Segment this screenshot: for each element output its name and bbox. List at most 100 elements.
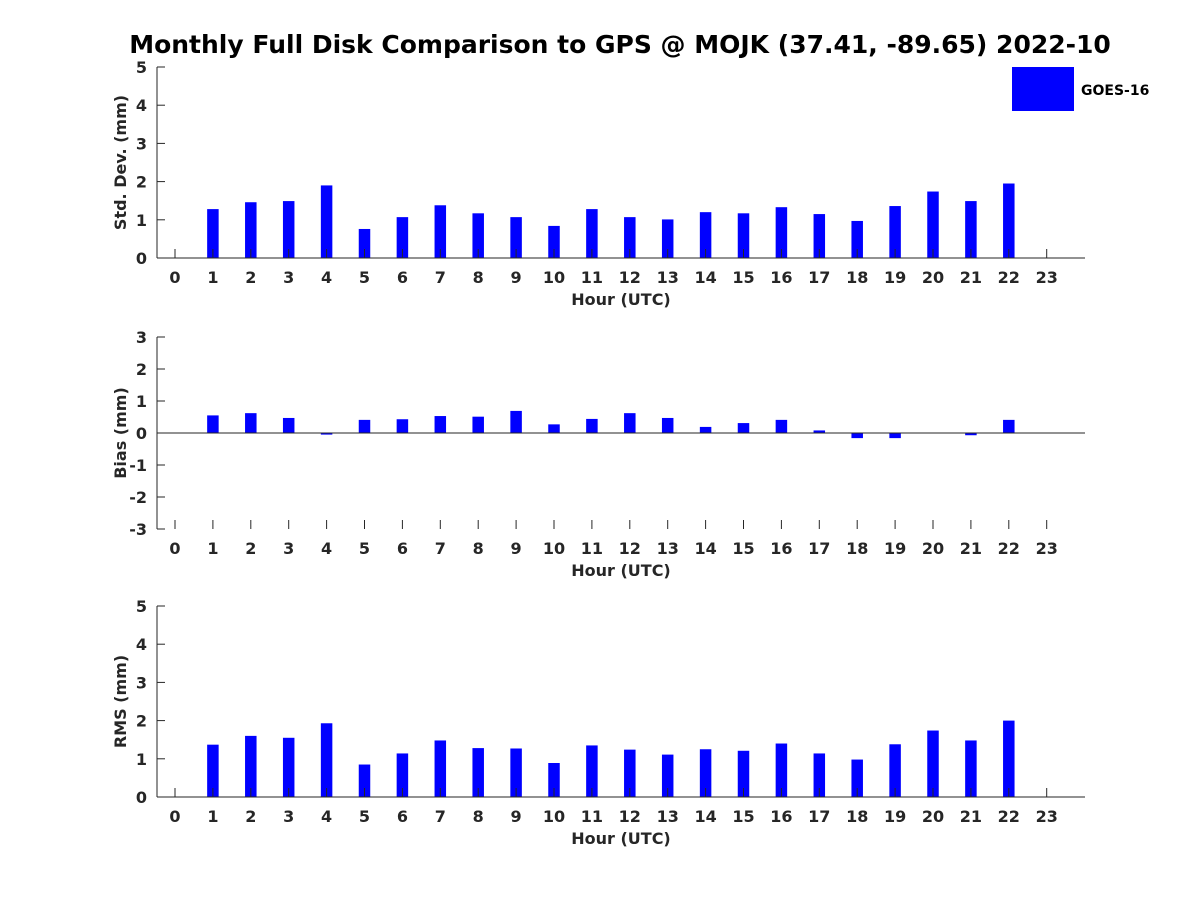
x-tick-label: 21 (960, 807, 982, 826)
bar-hour-11 (586, 418, 598, 433)
x-tick-label: 2 (245, 268, 256, 287)
x-tick-label: 18 (846, 539, 868, 558)
bar-hour-21 (965, 201, 977, 258)
x-tick-label: 20 (922, 807, 944, 826)
x-tick-label: 15 (732, 807, 754, 826)
x-tick-label: 0 (169, 268, 180, 287)
bar-hour-18 (851, 759, 863, 797)
x-tick-label: 19 (884, 539, 906, 558)
x-tick-label: 4 (321, 807, 332, 826)
bar-hour-17 (813, 214, 826, 258)
x-tick-label: 14 (694, 539, 716, 558)
bar-hour-2 (245, 735, 257, 797)
x-tick-label: 14 (694, 268, 716, 287)
y-tick-label: 5 (136, 58, 147, 77)
bar-hour-7 (434, 416, 447, 433)
x-tick-label: 5 (359, 539, 370, 558)
x-tick-label: 20 (922, 268, 944, 287)
bar-hour-20 (927, 730, 939, 797)
bar-hour-22 (1003, 720, 1015, 797)
x-tick-label: 11 (581, 807, 603, 826)
x-tick-label: 12 (619, 807, 641, 826)
bar-hour-4 (320, 433, 333, 435)
bar-hour-16 (775, 419, 788, 433)
y-tick-label: 4 (136, 96, 147, 115)
x-tick-label: 8 (473, 539, 484, 558)
y-tick-label: 1 (136, 211, 147, 230)
x-tick-label: 9 (511, 539, 522, 558)
bar-hour-10 (548, 763, 560, 797)
y-axis-label: Std. Dev. (mm) (111, 95, 130, 230)
bar-hour-19 (889, 433, 901, 439)
bar-hour-13 (661, 754, 674, 797)
y-tick-label: 2 (136, 173, 147, 192)
bar-hour-8 (472, 748, 484, 797)
bar-hour-15 (737, 423, 750, 433)
x-tick-label: 15 (732, 539, 754, 558)
bar-hour-21 (965, 740, 977, 797)
x-tick-label: 0 (169, 807, 180, 826)
bar-hour-3 (282, 201, 295, 258)
x-tick-label: 1 (207, 268, 218, 287)
x-tick-label: 7 (435, 539, 446, 558)
x-tick-label: 12 (619, 268, 641, 287)
x-tick-label: 10 (543, 807, 565, 826)
y-tick-label: -1 (129, 456, 147, 475)
bar-hour-19 (889, 206, 901, 258)
bar-hour-7 (434, 740, 447, 797)
x-tick-label: 22 (998, 539, 1020, 558)
bar-hour-22 (1003, 419, 1015, 433)
x-tick-label: 15 (732, 268, 754, 287)
x-tick-label: 3 (283, 807, 294, 826)
x-tick-label: 17 (808, 807, 830, 826)
bar-hour-9 (510, 217, 522, 258)
x-axis-label: Hour (UTC) (571, 290, 671, 309)
bar-hour-5 (358, 419, 371, 433)
y-tick-label: 3 (136, 673, 147, 692)
bar-hour-11 (586, 745, 598, 797)
bar-hour-17 (813, 430, 826, 433)
y-tick-label: -3 (129, 520, 147, 539)
x-axis-label: Hour (UTC) (571, 561, 671, 580)
bar-hour-2 (245, 202, 257, 258)
x-tick-label: 3 (283, 268, 294, 287)
y-tick-label: 4 (136, 635, 147, 654)
bar-hour-13 (661, 417, 674, 433)
bar-hour-20 (927, 191, 939, 258)
x-tick-label: 6 (397, 807, 408, 826)
x-tick-label: 16 (770, 539, 792, 558)
x-tick-label: 18 (846, 807, 868, 826)
x-tick-label: 7 (435, 268, 446, 287)
bar-hour-16 (775, 743, 788, 797)
x-tick-label: 10 (543, 268, 565, 287)
bar-hour-1 (207, 415, 219, 433)
x-tick-label: 4 (321, 268, 332, 287)
x-tick-label: 22 (998, 807, 1020, 826)
x-tick-label: 21 (960, 539, 982, 558)
x-tick-label: 1 (207, 807, 218, 826)
bar-hour-9 (510, 748, 522, 797)
bar-hour-8 (472, 213, 484, 258)
bar-hour-21 (965, 433, 977, 436)
x-tick-label: 21 (960, 268, 982, 287)
y-tick-label: -2 (129, 488, 147, 507)
x-tick-label: 19 (884, 807, 906, 826)
bar-hour-15 (737, 750, 750, 797)
x-tick-label: 11 (581, 268, 603, 287)
y-tick-label: 2 (136, 712, 147, 731)
bar-hour-4 (320, 723, 333, 797)
x-tick-label: 2 (245, 807, 256, 826)
bar-hour-8 (472, 416, 484, 433)
x-tick-label: 18 (846, 268, 868, 287)
y-tick-label: 0 (136, 788, 147, 807)
bar-hour-15 (737, 213, 750, 258)
bar-hour-10 (548, 225, 560, 258)
y-axis-label: RMS (mm) (111, 655, 130, 748)
bar-hour-22 (1003, 183, 1015, 258)
legend: GOES-16 (1012, 67, 1149, 111)
x-tick-label: 7 (435, 807, 446, 826)
x-tick-label: 16 (770, 807, 792, 826)
bar-hour-17 (813, 753, 826, 797)
